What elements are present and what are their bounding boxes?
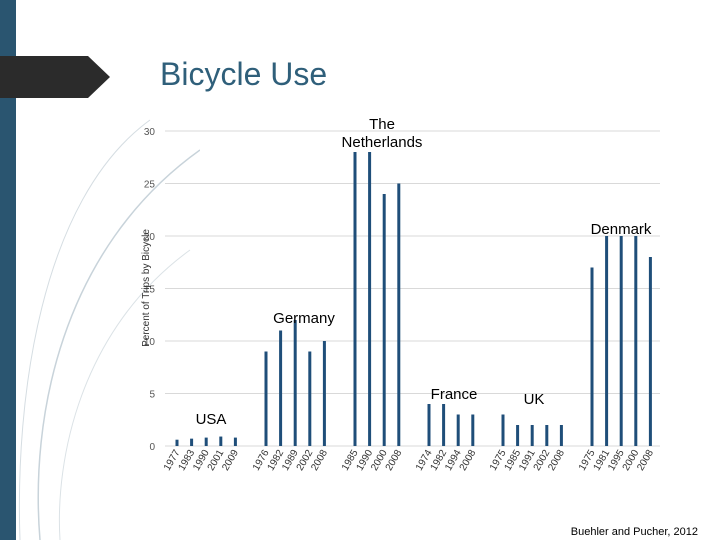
y-tick-label: 10	[144, 337, 156, 348]
y-tick-label: 0	[149, 442, 155, 453]
group-label: France	[431, 386, 478, 403]
bar	[264, 351, 268, 446]
y-tick-label: 5	[149, 390, 155, 401]
x-tick-label: 2008	[384, 448, 405, 473]
bar	[279, 330, 283, 446]
bar	[427, 404, 431, 446]
bar	[545, 425, 549, 446]
y-tick-label: 20	[144, 232, 156, 243]
bar	[382, 194, 386, 446]
bar	[471, 414, 475, 446]
bar	[204, 437, 208, 446]
group-label: USA	[196, 411, 227, 428]
bar	[190, 438, 194, 446]
y-tick-label: 15	[144, 285, 156, 296]
bar	[442, 404, 446, 446]
x-tick-label: 2008	[546, 448, 567, 473]
title-arrow-tab	[0, 56, 110, 98]
bar	[634, 236, 638, 446]
bar	[516, 425, 520, 446]
bar	[219, 436, 223, 446]
group-label: Denmark	[591, 221, 652, 238]
bar	[456, 414, 460, 446]
x-tick-label: 2008	[635, 448, 656, 473]
bar	[590, 267, 594, 446]
left-sidebar-band	[0, 0, 16, 540]
decorative-curves	[18, 119, 200, 540]
citation-text: Buehler and Pucher, 2012	[570, 526, 698, 538]
bar	[501, 414, 505, 446]
y-tick-label: 30	[144, 127, 156, 138]
y-axis-label: Percent of Trips by Bicycle	[141, 229, 152, 347]
group-label: Germany	[273, 310, 335, 327]
x-tick-label: 2008	[309, 448, 330, 473]
group-label: Netherlands	[342, 134, 423, 151]
bar	[175, 439, 179, 446]
bar	[530, 425, 534, 446]
y-tick-label: 25	[144, 180, 156, 191]
bar	[605, 236, 609, 446]
bar	[322, 341, 326, 446]
bar	[368, 152, 372, 446]
bar	[293, 320, 297, 446]
group-label: UK	[524, 391, 545, 408]
bar	[397, 183, 401, 446]
bar	[233, 437, 237, 446]
slide-title: Bicycle Use	[160, 56, 328, 92]
bar	[308, 351, 312, 446]
group-label: The	[369, 116, 395, 133]
bar	[559, 425, 563, 446]
bar	[353, 152, 357, 446]
bar	[648, 257, 652, 446]
bar	[619, 236, 623, 446]
x-tick-label: 2009	[220, 448, 241, 473]
x-tick-label: 2008	[458, 448, 479, 473]
